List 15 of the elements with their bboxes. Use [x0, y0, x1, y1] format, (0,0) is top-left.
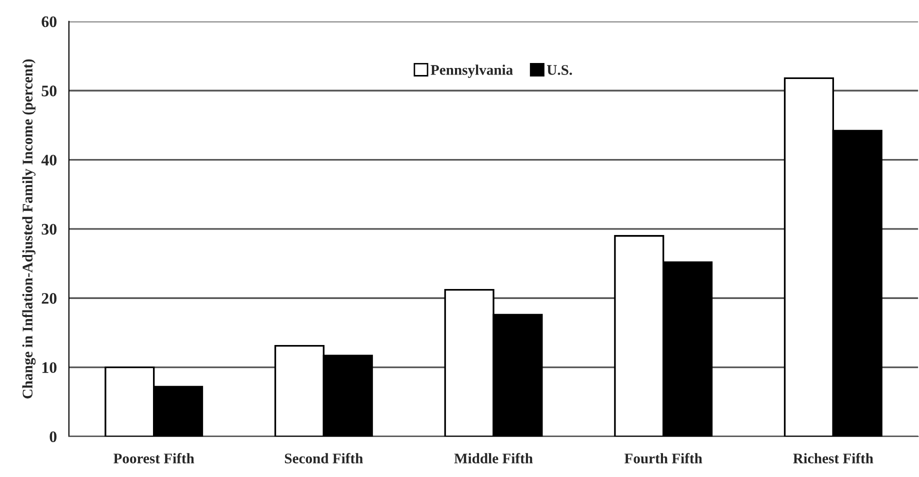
- legend-label: Pennsylvania: [430, 64, 513, 78]
- y-tick-label: 10: [42, 362, 57, 373]
- x-tick-label: Second Fifth: [284, 452, 363, 464]
- x-tick-label: Poorest Fifth: [114, 452, 194, 464]
- y-tick-label: 20: [42, 293, 57, 304]
- y-tick-label: 0: [50, 431, 57, 442]
- y-tick-label: 60: [42, 16, 57, 28]
- y-tick-label: 40: [41, 154, 57, 166]
- y-tick-label: 50: [42, 86, 57, 96]
- y-axis-title: Change in Inflation-Adjusted Family Income (percent): [22, 59, 36, 398]
- y-tick-label: 30: [42, 224, 57, 235]
- x-tick-label: Middle Fifth: [454, 452, 533, 464]
- x-tick-label: Fourth Fifth: [624, 452, 702, 464]
- legend-label: U.S.: [547, 65, 572, 75]
- x-tick-label: Richest Fifth: [793, 452, 874, 464]
